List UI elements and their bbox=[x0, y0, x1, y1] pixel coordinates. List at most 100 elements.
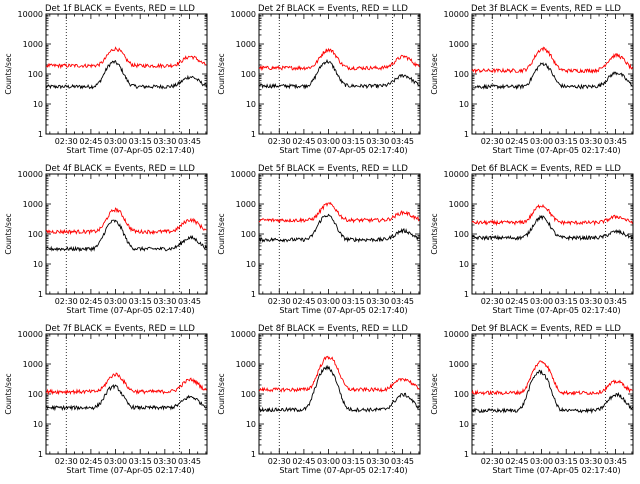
x-tick-label: 02:45 bbox=[79, 457, 102, 466]
plot-frame bbox=[258, 333, 421, 455]
chart-panel-1: Det 1f BLACK = Events, RED = LLD 1 10 100 10… bbox=[4, 4, 208, 155]
y-tick-label: 10 bbox=[459, 260, 469, 269]
x-tick-label: 03:45 bbox=[178, 457, 201, 466]
y-tick-label: 10 bbox=[33, 420, 43, 429]
y-tick-label: 10 bbox=[33, 260, 43, 269]
y-tick-label: 100 bbox=[454, 390, 469, 399]
x-tick-label: 03:00 bbox=[317, 457, 340, 466]
x-axis-label: Start Time (07-Apr-05 02:17:40) bbox=[279, 306, 407, 315]
x-tick-label: 02:30 bbox=[481, 297, 504, 306]
x-tick-label: 02:30 bbox=[481, 137, 504, 146]
y-tick-label: 1000 bbox=[236, 40, 256, 49]
y-tick-label: 1 bbox=[251, 290, 256, 299]
x-tick-label: 02:45 bbox=[79, 137, 102, 146]
x-tick-label: 02:30 bbox=[481, 457, 504, 466]
series-line-events bbox=[45, 219, 207, 253]
x-tick-label: 03:15 bbox=[342, 297, 365, 306]
x-tick-label: 03:15 bbox=[129, 457, 152, 466]
x-tick-label: 03:15 bbox=[555, 297, 578, 306]
chart-title: Det 6f BLACK = Events, RED = LLD bbox=[471, 164, 621, 174]
x-axis-label: Start Time (07-Apr-05 02:17:40) bbox=[492, 306, 620, 315]
y-tick-label: 1000 bbox=[23, 40, 43, 49]
chart-panel-4: Det 4f BLACK = Events, RED = LLD 1 10 100 10… bbox=[4, 164, 208, 315]
chart-panel-6: Det 6f BLACK = Events, RED = LLD 1 10 100 10… bbox=[430, 164, 634, 315]
x-tick-label: 03:30 bbox=[579, 137, 602, 146]
y-tick-label: 10000 bbox=[231, 330, 256, 339]
y-tick-label: 10 bbox=[459, 420, 469, 429]
y-tick-label: 10000 bbox=[444, 10, 469, 19]
x-tick-label: 03:00 bbox=[530, 457, 553, 466]
y-tick-label: 1 bbox=[251, 130, 256, 139]
x-tick-label: 03:15 bbox=[555, 137, 578, 146]
series-line-events bbox=[258, 213, 420, 244]
chart-title: Det 5f BLACK = Events, RED = LLD bbox=[258, 164, 408, 174]
chart-panel-7: Det 7f BLACK = Events, RED = LLD 1 10 100 10… bbox=[4, 324, 208, 475]
y-tick-label: 10 bbox=[246, 420, 256, 429]
series-line-lld bbox=[45, 46, 207, 70]
x-tick-label: 02:30 bbox=[268, 137, 291, 146]
series-line-events bbox=[258, 58, 420, 90]
y-tick-label: 1000 bbox=[236, 200, 256, 209]
y-axis-label: Counts/sec bbox=[430, 213, 439, 254]
y-tick-label: 10 bbox=[459, 100, 469, 109]
y-tick-label: 10000 bbox=[18, 10, 43, 19]
x-tick-label: 02:45 bbox=[292, 137, 315, 146]
y-tick-label: 1 bbox=[464, 290, 469, 299]
x-tick-label: 03:45 bbox=[604, 137, 627, 146]
y-tick-label: 10000 bbox=[18, 330, 43, 339]
x-tick-label: 02:30 bbox=[55, 457, 78, 466]
y-axis-label: Counts/sec bbox=[4, 373, 13, 414]
x-tick-label: 03:45 bbox=[178, 137, 201, 146]
chart-panel-5: Det 5f BLACK = Events, RED = LLD 1 10 100 10… bbox=[217, 164, 421, 315]
y-tick-label: 1000 bbox=[449, 200, 469, 209]
y-tick-label: 10 bbox=[246, 100, 256, 109]
x-tick-label: 03:15 bbox=[129, 137, 152, 146]
series-line-events bbox=[45, 60, 207, 90]
y-tick-label: 10000 bbox=[231, 170, 256, 179]
x-tick-label: 02:45 bbox=[505, 457, 528, 466]
x-tick-label: 03:30 bbox=[153, 297, 176, 306]
x-tick-label: 03:30 bbox=[579, 457, 602, 466]
y-axis-label: Counts/sec bbox=[430, 53, 439, 94]
y-tick-label: 10000 bbox=[444, 170, 469, 179]
x-tick-label: 02:30 bbox=[268, 457, 291, 466]
chart-title: Det 4f BLACK = Events, RED = LLD bbox=[45, 164, 195, 174]
x-tick-label: 03:30 bbox=[153, 137, 176, 146]
x-tick-label: 02:30 bbox=[268, 297, 291, 306]
y-tick-label: 100 bbox=[28, 70, 43, 79]
series-line-lld bbox=[45, 372, 207, 396]
y-tick-label: 10000 bbox=[18, 170, 43, 179]
y-tick-label: 1 bbox=[464, 130, 469, 139]
y-tick-label: 1 bbox=[464, 450, 469, 459]
x-tick-label: 03:00 bbox=[530, 297, 553, 306]
x-tick-label: 02:30 bbox=[55, 297, 78, 306]
series-line-lld bbox=[471, 203, 633, 227]
y-tick-label: 100 bbox=[454, 230, 469, 239]
x-axis-label: Start Time (07-Apr-05 02:17:40) bbox=[492, 466, 620, 475]
x-tick-label: 03:00 bbox=[104, 457, 127, 466]
series-line-events bbox=[471, 62, 633, 90]
series-line-events bbox=[45, 384, 207, 412]
chart-title: Det 2f BLACK = Events, RED = LLD bbox=[258, 4, 408, 14]
series-line-events bbox=[258, 364, 420, 413]
y-axis-label: Counts/sec bbox=[4, 53, 13, 94]
series-line-lld bbox=[258, 47, 420, 72]
chart-title: Det 7f BLACK = Events, RED = LLD bbox=[45, 324, 195, 334]
y-tick-label: 100 bbox=[454, 70, 469, 79]
x-axis-label: Start Time (07-Apr-05 02:17:40) bbox=[279, 146, 407, 155]
x-tick-label: 03:30 bbox=[366, 457, 389, 466]
chart-panel-2: Det 2f BLACK = Events, RED = LLD 1 10 100 10… bbox=[217, 4, 421, 155]
y-tick-label: 1000 bbox=[23, 360, 43, 369]
x-tick-label: 03:45 bbox=[391, 137, 414, 146]
x-tick-label: 03:45 bbox=[604, 297, 627, 306]
x-tick-label: 02:45 bbox=[505, 297, 528, 306]
y-tick-label: 100 bbox=[241, 70, 256, 79]
series-line-lld bbox=[45, 207, 207, 236]
x-tick-label: 03:45 bbox=[604, 457, 627, 466]
x-tick-label: 02:45 bbox=[292, 457, 315, 466]
series-line-lld bbox=[471, 46, 633, 75]
plot-frame bbox=[258, 13, 421, 135]
x-tick-label: 03:00 bbox=[104, 137, 127, 146]
